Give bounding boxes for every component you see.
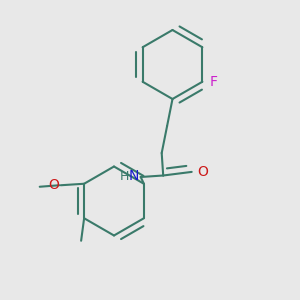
- Text: O: O: [198, 165, 208, 179]
- Text: H: H: [120, 169, 129, 183]
- Text: O: O: [48, 178, 59, 192]
- Text: F: F: [210, 75, 218, 89]
- Text: N: N: [128, 169, 139, 183]
